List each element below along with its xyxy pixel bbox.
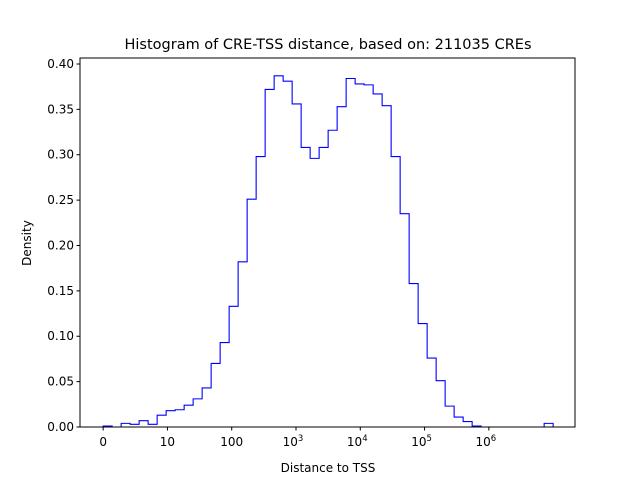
plot-frame [79, 57, 576, 428]
x-tick-label: 100 [220, 435, 243, 449]
x-axis-label: Distance to TSS [281, 461, 376, 475]
x-tick-label: 0 [99, 435, 107, 449]
y-tick-label: 0.00 [47, 420, 74, 434]
x-axis: 0 10 100 103 104 105 106 [99, 427, 496, 449]
x-tick-label: 10 [160, 435, 175, 449]
y-tick-label: 0.35 [47, 102, 74, 116]
x-tick-label: 106 [476, 434, 497, 449]
x-tick-label: 104 [347, 434, 368, 449]
y-axis-label: Density [20, 220, 34, 266]
x-tick-label: 103 [283, 434, 304, 449]
y-tick-label: 0.30 [47, 148, 74, 162]
chart-title: Histogram of CRE-TSS distance, based on:… [124, 37, 531, 53]
histogram-step-line [102, 75, 554, 428]
y-tick-label: 0.15 [47, 284, 74, 298]
y-tick-label: 0.10 [47, 329, 74, 343]
y-tick-label: 0.25 [47, 193, 74, 207]
y-axis: 0.00 0.05 0.10 0.15 0.20 0.25 0.30 0.35 0.40 [47, 57, 80, 434]
y-tick-label: 0.40 [47, 57, 74, 71]
y-tick-label: 0.05 [47, 375, 74, 389]
x-tick-label: 105 [411, 434, 432, 449]
y-tick-label: 0.20 [47, 238, 74, 252]
